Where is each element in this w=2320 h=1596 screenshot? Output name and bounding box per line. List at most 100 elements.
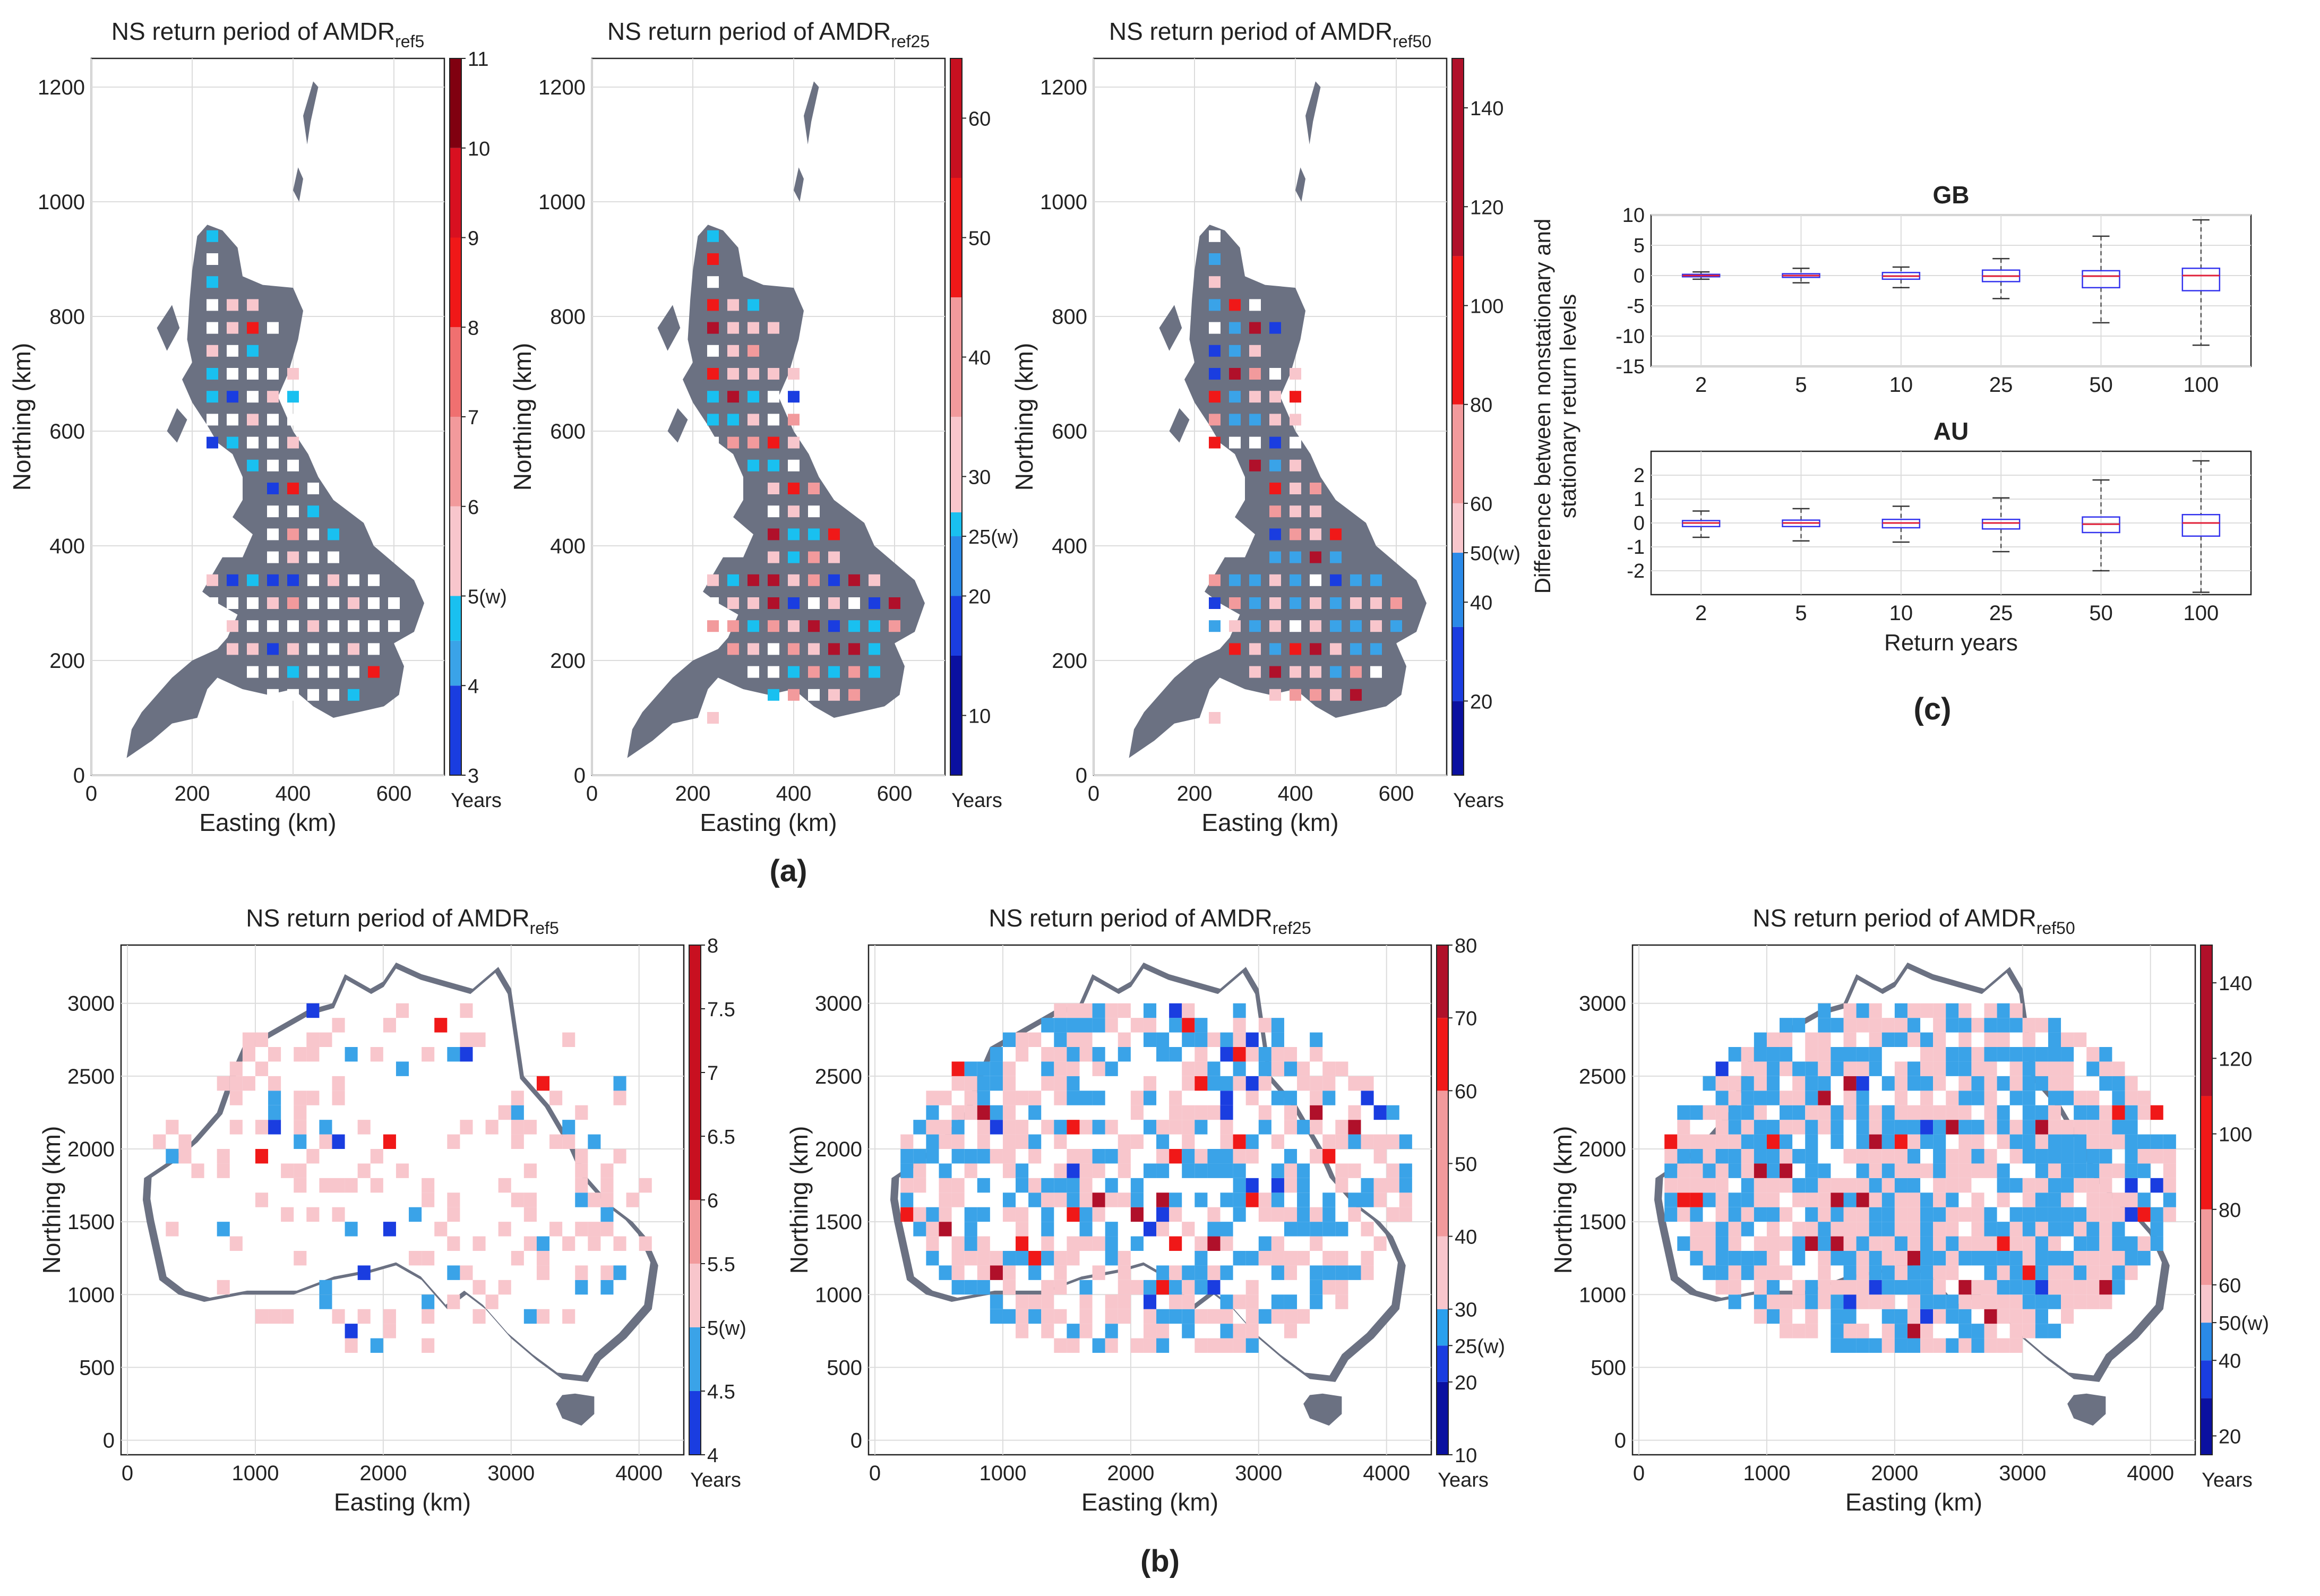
x-tick-label: 1000	[979, 1462, 1026, 1485]
grid-cell	[951, 1236, 965, 1251]
x-axis-label: Easting (km)	[1845, 1488, 1982, 1516]
grid-cell	[848, 574, 860, 586]
grid-cell	[2074, 1207, 2087, 1222]
island	[657, 305, 681, 351]
grid-cell	[1245, 1251, 1259, 1266]
grid-cell	[1284, 1324, 1298, 1338]
grid-cell	[747, 459, 759, 471]
grid-cell	[1677, 1207, 1690, 1222]
grid-cell	[1156, 1265, 1170, 1280]
grid-cell	[828, 643, 840, 655]
grid-cell	[2074, 1032, 2087, 1047]
grid-cell	[511, 1251, 524, 1266]
grid-cell	[1284, 1163, 1298, 1178]
grid-cell	[1028, 1294, 1042, 1309]
grid-cell	[1843, 1294, 1857, 1309]
grid-cell	[1715, 1192, 1729, 1207]
grid-cell	[1079, 1178, 1093, 1193]
grid-cell	[1881, 1149, 1895, 1164]
grid-cell	[1920, 1324, 1934, 1338]
colorbar-tick-label: 5.5	[707, 1254, 735, 1276]
grid-cell	[1766, 1251, 1780, 1266]
grid-cell	[1856, 1061, 1869, 1076]
grid-cell	[1766, 1076, 1780, 1091]
grid-cell	[1290, 666, 1301, 678]
grid-cell	[1971, 1251, 1984, 1266]
grid-cell	[727, 414, 739, 426]
island	[157, 305, 180, 351]
grid-cell	[926, 1120, 939, 1135]
grid-cell	[1997, 1163, 2010, 1178]
grid-cell	[1118, 1134, 1131, 1149]
grid-cell	[2150, 1178, 2163, 1193]
grid-cell	[1118, 1265, 1131, 1280]
grid-cell	[1105, 1324, 1118, 1338]
grid-cell	[1933, 1134, 1946, 1149]
colorbar-segment	[950, 58, 962, 178]
grid-cell	[1907, 1309, 1921, 1324]
grid-cell	[2061, 1294, 2074, 1309]
grid-cell	[1920, 1251, 1934, 1266]
grid-cell	[1245, 1338, 1259, 1353]
grid-cell	[307, 689, 319, 701]
grid-cell	[396, 1061, 409, 1076]
grid-cell	[268, 1047, 281, 1062]
colorbar-tick-label: 10	[1455, 1445, 1477, 1467]
colorbar-tick-label: 7	[468, 407, 479, 429]
grid-cell	[808, 574, 820, 586]
grid-cell	[1079, 1149, 1093, 1164]
x-tick-label: 2000	[1107, 1462, 1154, 1485]
grid-cell	[913, 1207, 926, 1222]
grid-cell	[926, 1207, 939, 1222]
grid-cell	[1984, 1003, 1997, 1018]
grid-cell	[575, 1178, 588, 1193]
grid-cell	[788, 551, 800, 563]
grid-cell	[1054, 1120, 1067, 1135]
grid-cell	[1946, 1120, 1959, 1135]
grid-cell	[2048, 1207, 2061, 1222]
grid-cell	[2035, 1192, 2048, 1207]
y-tick-label: 2000	[67, 1138, 115, 1161]
grid-cell	[1169, 1018, 1182, 1033]
grid-cell	[1348, 1120, 1361, 1135]
grid-cell	[1041, 1018, 1054, 1033]
grid-cell	[977, 1076, 990, 1091]
grid-cell	[1971, 1047, 1984, 1062]
grid-cell	[267, 574, 279, 586]
grid-cell	[1766, 1178, 1780, 1193]
grid-cell	[1156, 1120, 1170, 1135]
grid-cell	[306, 1047, 320, 1062]
grid-cell	[1881, 1251, 1895, 1266]
grid-cell	[747, 368, 759, 380]
y-tick-label: 1000	[1579, 1283, 1626, 1307]
grid-cell	[1229, 620, 1241, 632]
y-tick-label: 1500	[1579, 1211, 1626, 1234]
grid-cell	[1105, 1149, 1118, 1164]
grid-cell	[1881, 1163, 1895, 1178]
grid-cell	[287, 483, 299, 494]
grid-cell	[472, 1280, 486, 1295]
grid-cell	[1754, 1251, 1767, 1266]
grid-cell	[166, 1120, 179, 1135]
grid-cell	[768, 666, 779, 678]
grid-cell	[977, 1091, 990, 1105]
x-tick-label: 50	[2089, 373, 2113, 397]
grid-cell	[964, 1061, 977, 1076]
grid-cell	[1780, 1018, 1793, 1033]
grid-cell	[1894, 1324, 1907, 1338]
grid-cell	[1907, 1192, 1921, 1207]
grid-cell	[1330, 597, 1342, 609]
colorbar-segment	[1437, 1382, 1448, 1455]
grid-cell	[1805, 1222, 1818, 1237]
grid-cell	[2099, 1222, 2112, 1237]
grid-cell	[1907, 1032, 1921, 1047]
grid-cell	[747, 620, 759, 632]
grid-cell	[964, 1076, 977, 1091]
grid-cell	[2035, 1309, 2048, 1324]
grid-cell	[639, 1236, 652, 1251]
grid-cell	[1284, 1105, 1298, 1120]
x-tick-label: 10	[1889, 602, 1913, 625]
grid-cell	[1143, 1032, 1157, 1047]
grid-cell	[2086, 1163, 2100, 1178]
grid-cell	[1386, 1105, 1399, 1120]
